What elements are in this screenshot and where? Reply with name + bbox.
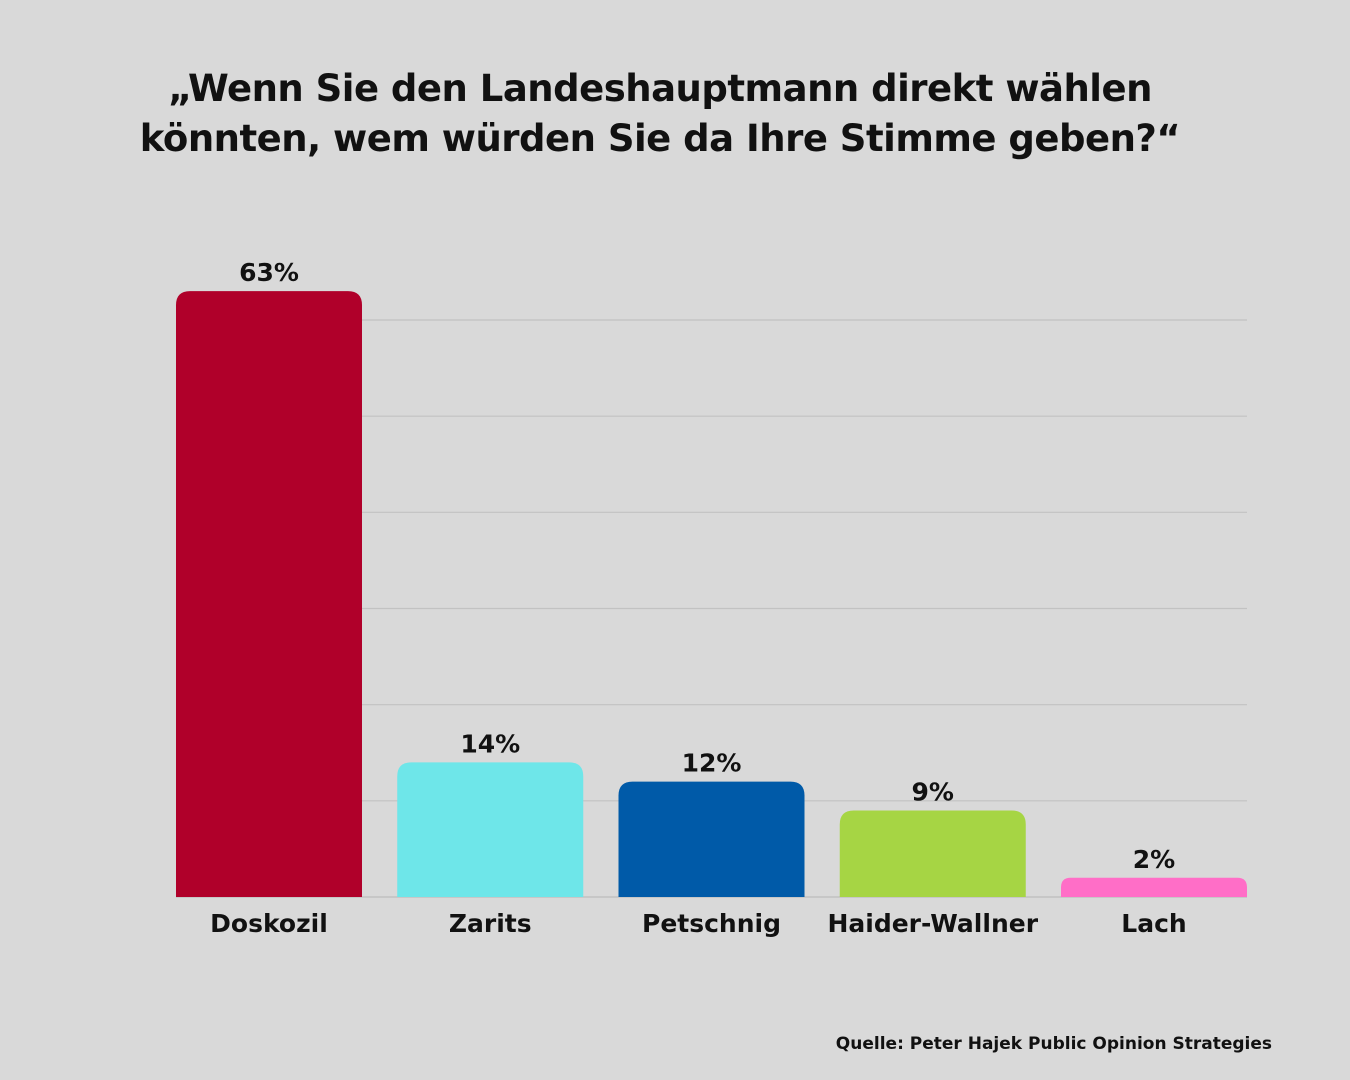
bar-petschnig: [618, 781, 805, 897]
bar-doskozil: [176, 291, 362, 897]
chart-title: „Wenn Sie den Landeshauptmann direkt wäh…: [139, 67, 1181, 160]
x-tick-label: Doskozil: [210, 909, 328, 938]
x-tick-label: Haider-Wallner: [827, 909, 1038, 938]
x-tick-label: Zarits: [449, 909, 532, 938]
data-label: 63%: [239, 258, 299, 287]
data-label: 14%: [460, 729, 520, 758]
x-tick-label: Petschnig: [642, 909, 781, 938]
bar-lach: [1061, 877, 1247, 897]
data-label: 9%: [912, 777, 954, 806]
chart-source: Quelle: Peter Hajek Public Opinion Strat…: [835, 1034, 1272, 1054]
bar-haider-wallner: [839, 810, 1026, 897]
data-label: 12%: [682, 749, 742, 778]
labels: 63% Doskozil 14% Zarits 12% Petschnig 9% Haider…: [210, 258, 1187, 938]
data-label: 2%: [1133, 845, 1175, 874]
x-tick-label: Lach: [1121, 909, 1186, 938]
bar-zarits: [397, 762, 584, 897]
bars: [176, 291, 1247, 897]
